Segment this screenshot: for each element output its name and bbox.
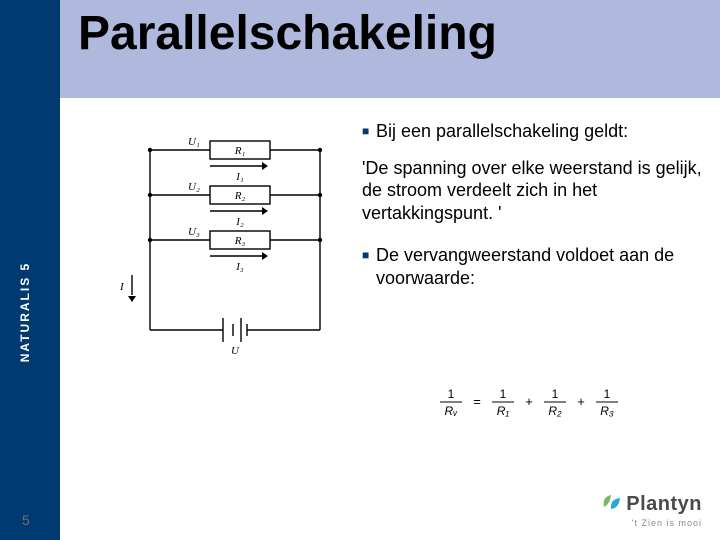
svg-text:R₂: R₂ (548, 404, 562, 418)
svg-text:R₃: R₃ (600, 404, 614, 418)
content-area: ■ Bij een parallelschakeling geldt: 'De … (362, 120, 702, 303)
svg-text:1: 1 (604, 387, 611, 401)
svg-text:1: 1 (448, 387, 455, 401)
svg-text:R₁: R₁ (497, 404, 510, 418)
svg-text:U₁: U₁ (188, 136, 200, 148)
svg-text:R₃: R₃ (234, 235, 246, 247)
bullet-item: ■ De vervangweerstand voldoet aan de voo… (362, 244, 702, 289)
svg-text:Rᵥ: Rᵥ (445, 404, 459, 418)
svg-text:1: 1 (500, 387, 507, 401)
bullet-icon: ■ (362, 120, 376, 143)
svg-text:I₁: I₁ (235, 171, 244, 183)
svg-text:I₂: I₂ (235, 216, 244, 228)
quote-block: 'De spanning over elke weerstand is geli… (362, 157, 702, 225)
svg-text:R₁: R₁ (234, 145, 246, 157)
logo-tagline: 't Zien is mooi (600, 518, 702, 528)
svg-text:U₂: U₂ (188, 181, 200, 193)
bullet-text: De vervangweerstand voldoet aan de voorw… (376, 244, 702, 289)
bullet-text: Bij een parallelschakeling geldt: (376, 120, 702, 143)
leaf-icon (600, 493, 622, 518)
svg-text:I₃: I₃ (235, 261, 244, 273)
svg-text:+: + (525, 394, 533, 409)
formula: 1 Rᵥ = 1 R₁ +1 R₂ +1 R₃ (435, 385, 635, 426)
circuit-diagram: U₁ R₁ I₁ U₂ R₂ I₂ U₃ R₃ I₃ I U (115, 120, 340, 380)
page-title: Parallelschakeling (78, 6, 497, 61)
svg-text:R₂: R₂ (234, 190, 246, 202)
bullet-item: ■ Bij een parallelschakeling geldt: (362, 120, 702, 143)
svg-text:U₃: U₃ (188, 226, 200, 238)
brand-logo: Plantyn 't Zien is mooi (600, 493, 702, 528)
sidebar-label: NATURALIS 5 (18, 247, 32, 377)
page-number: 5 (22, 512, 30, 528)
svg-text:+: + (577, 394, 585, 409)
logo-name: Plantyn (626, 493, 702, 515)
svg-text:=: = (473, 394, 481, 409)
svg-text:1: 1 (552, 387, 559, 401)
svg-text:I: I (119, 281, 125, 293)
svg-text:U: U (231, 345, 240, 357)
bullet-icon: ■ (362, 244, 376, 289)
